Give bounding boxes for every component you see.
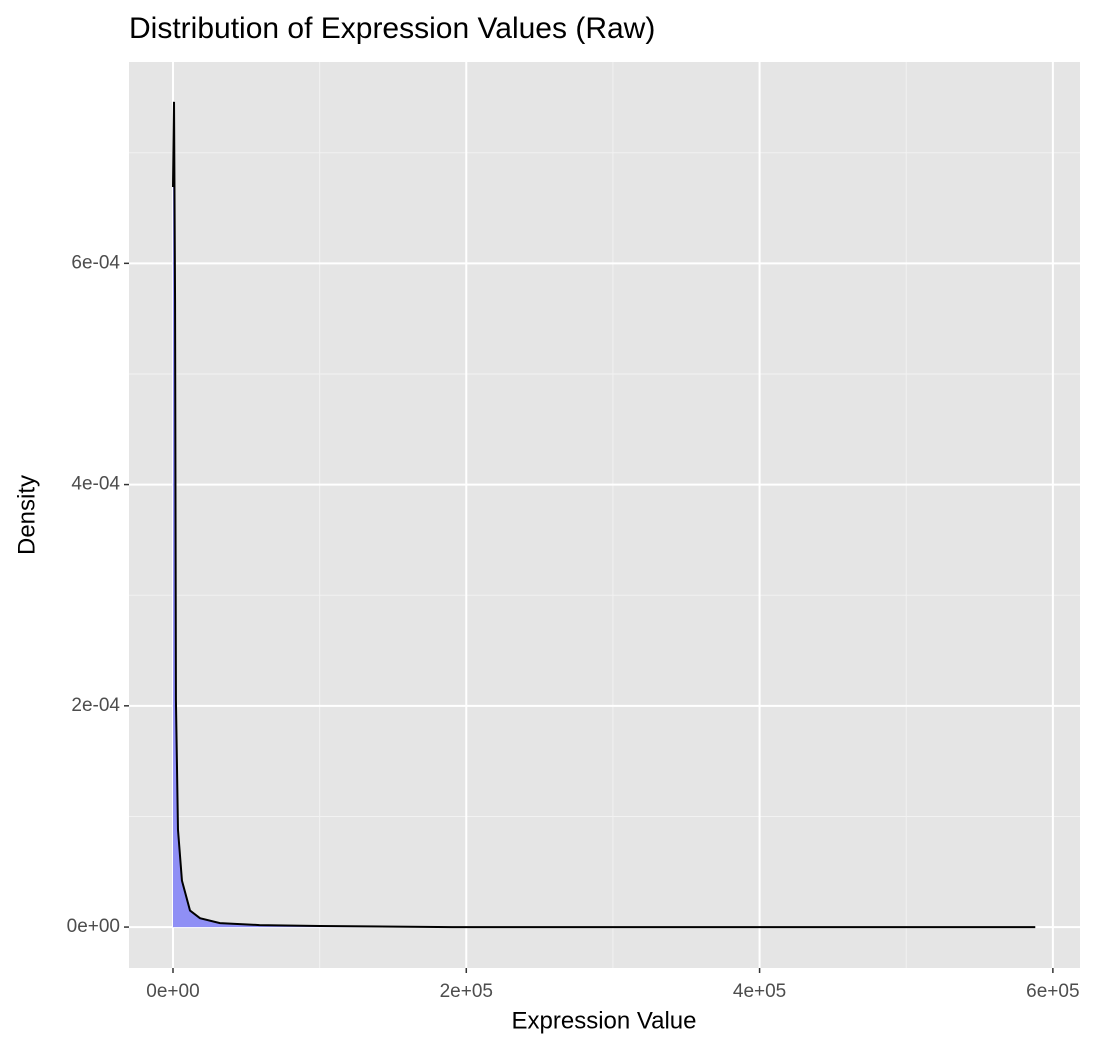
x-tick-label: 0e+00 — [146, 981, 199, 1002]
x-axis-title: Expression Value — [512, 1007, 697, 1034]
y-axis-title: Density — [13, 475, 40, 555]
x-tick-label: 4e+05 — [733, 981, 786, 1002]
chart-title: Distribution of Expression Values (Raw) — [129, 12, 655, 45]
y-tick-label: 0e+00 — [67, 916, 120, 937]
y-tick-label: 2e-04 — [71, 695, 120, 716]
density-line — [171, 101, 1036, 929]
y-tick-label: 4e-04 — [71, 474, 120, 495]
x-tick-label: 6e+05 — [1026, 981, 1079, 1002]
y-tick-label: 6e-04 — [71, 252, 120, 273]
panel — [129, 62, 1080, 968]
x-tick-label: 2e+05 — [440, 981, 493, 1002]
